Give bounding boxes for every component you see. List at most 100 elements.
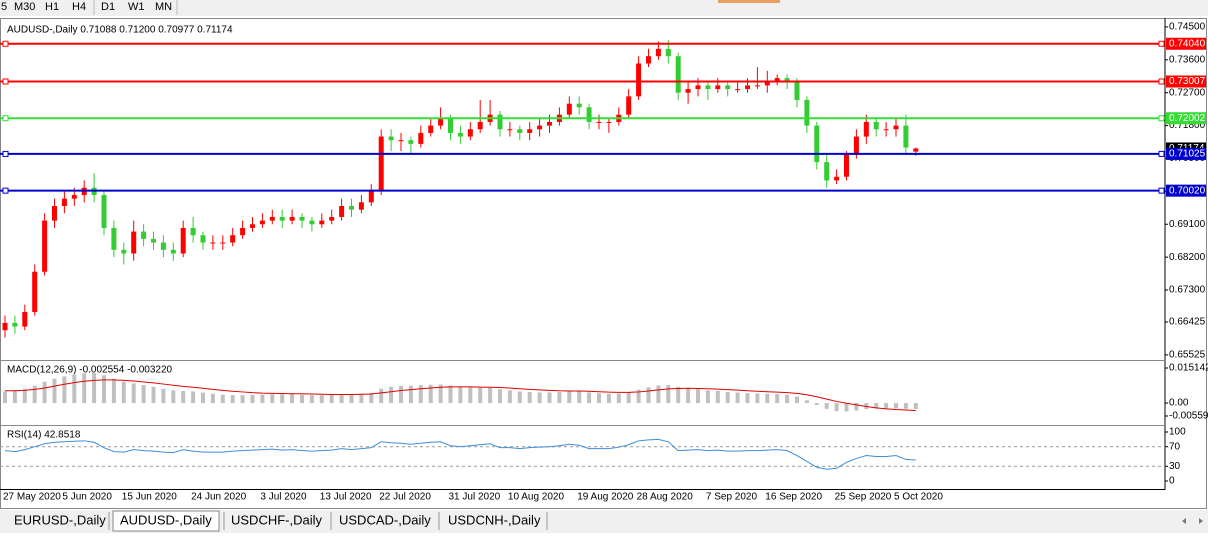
macd-bar <box>329 394 334 404</box>
timeframe-button[interactable]: W1 <box>128 1 145 13</box>
x-tick-label: 25 Sep 2020 <box>835 492 892 503</box>
candle-body <box>784 78 790 82</box>
candle-body <box>190 227 196 236</box>
macd-bar <box>903 403 908 409</box>
macd-bar <box>656 385 661 404</box>
x-tick-label: 16 Sep 2020 <box>765 492 822 503</box>
candle-body <box>358 202 364 210</box>
candle-body <box>467 129 473 137</box>
macd-bar <box>834 403 839 412</box>
macd-bar <box>280 394 285 404</box>
timeframe-button[interactable]: H4 <box>72 1 86 13</box>
level-tag <box>1166 37 1206 50</box>
y-tick-label: 0.72700 <box>1169 87 1206 98</box>
macd-bar <box>844 403 849 412</box>
candle-body <box>675 56 681 93</box>
y-tick-label: 0.66425 <box>1169 317 1206 328</box>
macd-bar <box>102 375 106 404</box>
macd-bar <box>22 388 27 404</box>
macd-bar <box>557 392 562 404</box>
candle-body <box>339 205 345 217</box>
candle-body <box>12 322 18 327</box>
x-tick-label: 7 Sep 2020 <box>706 492 758 503</box>
timeframe-button[interactable]: 5 <box>1 1 7 13</box>
candle-body <box>655 48 661 57</box>
candle-body <box>250 224 255 228</box>
macd-bar <box>121 381 126 404</box>
level-handle <box>2 150 9 157</box>
macd-bar <box>587 392 592 404</box>
candle-body <box>735 89 741 91</box>
macd-bar <box>359 393 364 404</box>
candle-body <box>745 85 750 90</box>
macd-bar <box>626 392 631 404</box>
macd-bar <box>290 394 295 404</box>
candle-body <box>883 129 889 131</box>
candle-body <box>457 132 463 137</box>
macd-bar <box>408 385 413 404</box>
macd-bar <box>32 385 37 404</box>
y-tick-label: 0.65525 <box>1169 350 1206 361</box>
macd-bar <box>785 394 790 404</box>
candle-body <box>299 216 305 221</box>
macd-bar <box>616 393 621 404</box>
candle-body <box>853 136 859 155</box>
macd-bar <box>745 393 750 404</box>
macd-bar <box>567 391 572 404</box>
candle-body <box>665 48 671 57</box>
candle-body <box>170 249 176 254</box>
candle-body <box>269 216 275 221</box>
macd-bar <box>676 386 681 404</box>
candle-body <box>279 216 285 221</box>
symbol-tab[interactable]: USDCNH-,Daily <box>448 512 541 527</box>
candle-body <box>824 162 830 181</box>
macd-bar <box>319 395 324 404</box>
macd-bar <box>913 403 918 409</box>
candle-body <box>32 271 38 312</box>
timeframe-button[interactable]: H1 <box>45 1 59 13</box>
candle-body <box>61 198 67 206</box>
timeframe-button[interactable]: M30 <box>14 1 35 13</box>
macd-bar <box>171 390 176 404</box>
candle-body <box>873 121 879 130</box>
y-tick-label: 0.71800 <box>1169 120 1206 131</box>
y-tick-label: 0.68200 <box>1169 252 1206 263</box>
macd-bar <box>646 387 651 404</box>
candle-body <box>477 121 483 130</box>
macd-bar <box>379 388 384 404</box>
macd-bar <box>428 384 433 404</box>
x-tick-label: 22 Jul 2020 <box>379 492 431 503</box>
candle-body <box>418 132 424 144</box>
tab-bar <box>0 510 1208 533</box>
x-tick-label: 24 Jun 2020 <box>191 492 246 503</box>
macd-bar <box>537 392 542 404</box>
candle-body <box>576 103 582 108</box>
y-tick-label: 0 <box>1169 476 1175 487</box>
macd-bar <box>201 392 205 404</box>
candle-body <box>52 205 57 221</box>
macd-bar <box>300 394 304 404</box>
candle-body <box>646 56 651 64</box>
symbol-tab[interactable]: USDCHF-,Daily <box>231 512 323 527</box>
symbol-tab[interactable]: EURUSD-,Daily <box>14 512 106 527</box>
candle-body <box>547 121 552 126</box>
symbol-tab[interactable]: USDCAD-,Daily <box>339 512 431 527</box>
timeframe-button[interactable]: D1 <box>101 1 115 13</box>
x-tick-label: 31 Jul 2020 <box>449 492 501 503</box>
candle-body <box>131 231 137 254</box>
y-tick-label: 0.69100 <box>1169 219 1206 230</box>
active-tab <box>112 510 220 532</box>
y-tick-label: 100 <box>1169 427 1186 438</box>
candle-body <box>141 231 147 239</box>
candle-body <box>240 227 246 236</box>
symbol-tab[interactable]: AUDUSD-,Daily <box>120 512 212 527</box>
candle-body <box>230 235 236 243</box>
macd-bar <box>725 391 730 404</box>
y-tick-label: 0.74500 <box>1169 22 1206 33</box>
candle-body <box>517 129 523 133</box>
timeframe-button[interactable]: MN <box>155 1 172 13</box>
candle-body <box>794 81 800 101</box>
macd-bar <box>339 394 344 404</box>
toolbar <box>0 0 1208 16</box>
candle-body <box>210 242 216 244</box>
